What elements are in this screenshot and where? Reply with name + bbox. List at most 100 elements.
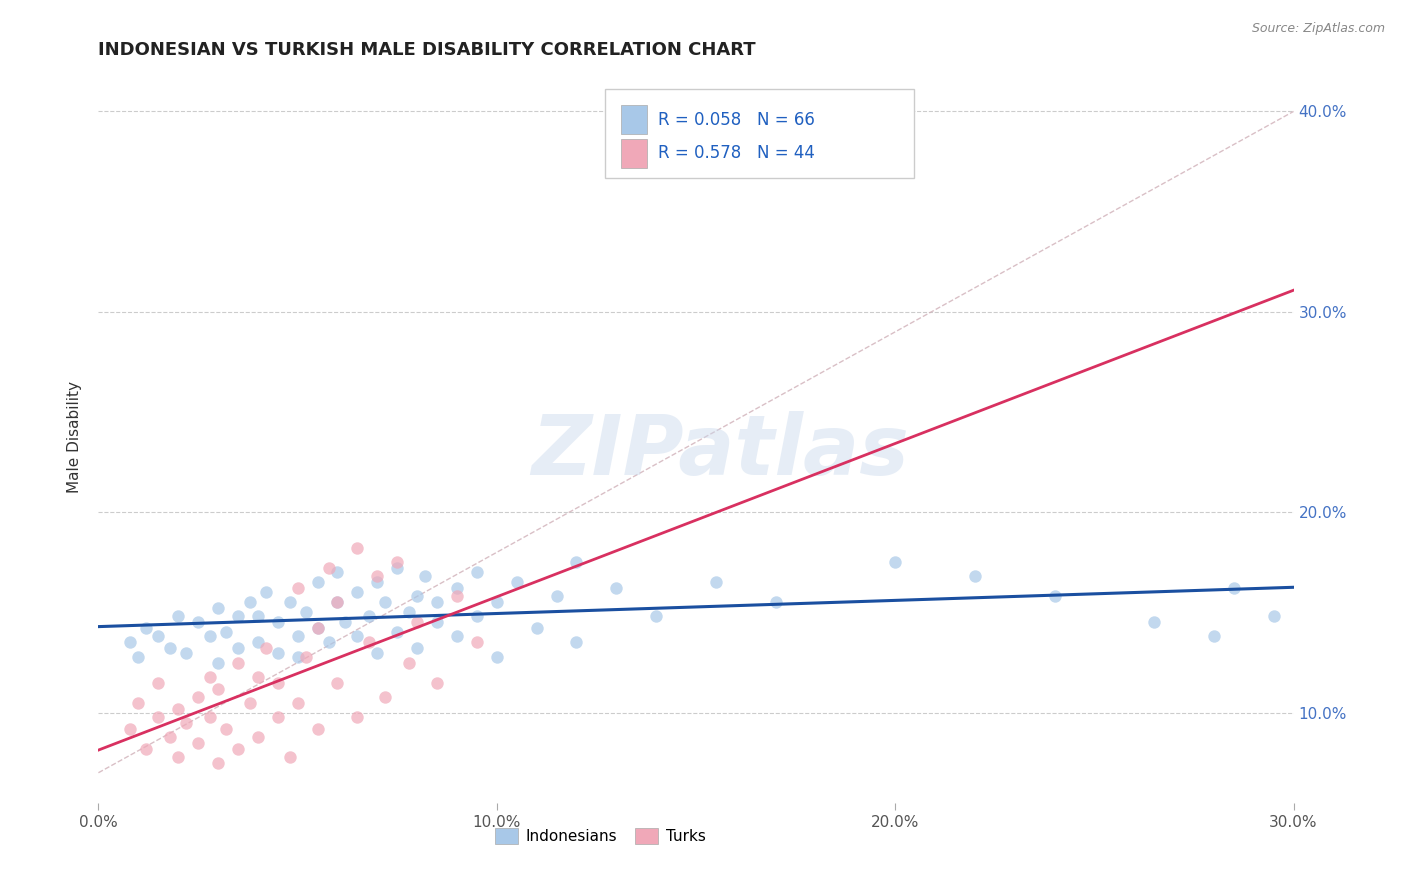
Point bbox=[485, 595, 508, 609]
Point bbox=[294, 649, 316, 664]
Point bbox=[148, 675, 170, 690]
Point bbox=[446, 630, 468, 644]
Point bbox=[187, 736, 209, 750]
Point bbox=[239, 595, 262, 609]
Point bbox=[426, 595, 449, 609]
Point bbox=[605, 582, 627, 596]
Point bbox=[307, 575, 329, 590]
Point bbox=[465, 566, 488, 580]
Point bbox=[446, 590, 468, 604]
Point bbox=[326, 595, 349, 609]
Point bbox=[198, 709, 221, 723]
Point bbox=[135, 622, 157, 636]
Y-axis label: Male Disability: Male Disability bbox=[67, 381, 83, 493]
Text: Source: ZipAtlas.com: Source: ZipAtlas.com bbox=[1251, 22, 1385, 36]
Point bbox=[246, 669, 269, 683]
Point bbox=[385, 561, 409, 575]
Point bbox=[565, 555, 588, 569]
Point bbox=[267, 646, 290, 660]
Legend: Indonesians, Turks: Indonesians, Turks bbox=[489, 822, 711, 850]
Point bbox=[366, 646, 388, 660]
Point bbox=[398, 606, 420, 620]
Point bbox=[346, 541, 368, 556]
Point bbox=[246, 609, 269, 624]
Text: ZIPatlas: ZIPatlas bbox=[531, 411, 908, 492]
Point bbox=[174, 715, 197, 730]
Point bbox=[267, 709, 290, 723]
Point bbox=[346, 585, 368, 599]
Point bbox=[127, 696, 149, 710]
Point bbox=[187, 690, 209, 704]
Point bbox=[318, 561, 340, 575]
Point bbox=[215, 625, 238, 640]
Point bbox=[1223, 582, 1246, 596]
Point bbox=[215, 722, 238, 736]
Point bbox=[485, 649, 508, 664]
Point bbox=[346, 630, 368, 644]
Text: R = 0.058   N = 66: R = 0.058 N = 66 bbox=[658, 111, 815, 128]
Point bbox=[546, 590, 568, 604]
Point bbox=[506, 575, 529, 590]
Point bbox=[465, 609, 488, 624]
Point bbox=[406, 641, 429, 656]
Point bbox=[374, 595, 396, 609]
Point bbox=[254, 641, 277, 656]
Point bbox=[254, 585, 277, 599]
Point bbox=[465, 635, 488, 649]
Point bbox=[307, 622, 329, 636]
Point bbox=[174, 646, 197, 660]
Point bbox=[426, 615, 449, 630]
Point bbox=[294, 606, 316, 620]
Point bbox=[526, 622, 548, 636]
Point bbox=[765, 595, 787, 609]
Point bbox=[565, 635, 588, 649]
Point bbox=[207, 601, 229, 615]
Point bbox=[366, 575, 388, 590]
Point bbox=[167, 701, 190, 715]
Point bbox=[246, 635, 269, 649]
Point bbox=[239, 696, 262, 710]
Point bbox=[645, 609, 668, 624]
Point bbox=[207, 756, 229, 770]
Point bbox=[346, 709, 368, 723]
Point bbox=[406, 615, 429, 630]
Point bbox=[148, 709, 170, 723]
Point bbox=[207, 681, 229, 696]
Point bbox=[120, 722, 142, 736]
Point bbox=[226, 609, 249, 624]
Point bbox=[120, 635, 142, 649]
Point bbox=[278, 749, 301, 764]
Point bbox=[226, 741, 249, 756]
Point bbox=[374, 690, 396, 704]
Point bbox=[359, 635, 381, 649]
Point bbox=[385, 625, 409, 640]
Point bbox=[135, 741, 157, 756]
Point bbox=[326, 595, 349, 609]
Point bbox=[704, 575, 727, 590]
Point bbox=[159, 641, 181, 656]
Point bbox=[246, 730, 269, 744]
Point bbox=[446, 582, 468, 596]
Text: R = 0.578   N = 44: R = 0.578 N = 44 bbox=[658, 145, 815, 162]
Point bbox=[426, 675, 449, 690]
Point bbox=[359, 609, 381, 624]
Point bbox=[1202, 630, 1225, 644]
Point bbox=[287, 696, 309, 710]
Point bbox=[148, 630, 170, 644]
Point bbox=[1263, 609, 1285, 624]
Point bbox=[398, 656, 420, 670]
Point bbox=[1143, 615, 1166, 630]
Point bbox=[187, 615, 209, 630]
Point bbox=[326, 566, 349, 580]
Point bbox=[159, 730, 181, 744]
Point bbox=[318, 635, 340, 649]
Point bbox=[307, 722, 329, 736]
Point bbox=[307, 622, 329, 636]
Point bbox=[198, 630, 221, 644]
Point bbox=[167, 609, 190, 624]
Point bbox=[207, 656, 229, 670]
Point bbox=[287, 582, 309, 596]
Point bbox=[226, 641, 249, 656]
Text: INDONESIAN VS TURKISH MALE DISABILITY CORRELATION CHART: INDONESIAN VS TURKISH MALE DISABILITY CO… bbox=[98, 41, 756, 59]
Point bbox=[278, 595, 301, 609]
